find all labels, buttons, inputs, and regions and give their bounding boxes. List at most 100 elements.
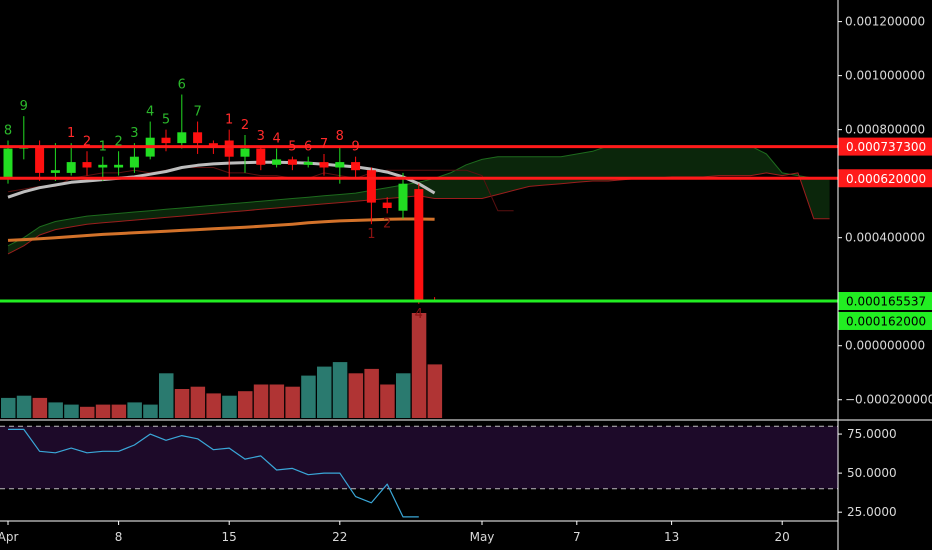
candle[interactable] (382, 197, 392, 214)
candle[interactable] (398, 172, 408, 219)
candle[interactable] (129, 143, 139, 173)
volume-bar (238, 391, 253, 418)
level-tag-label: 0.000162000 (846, 314, 926, 328)
td-count: 1 (225, 113, 233, 128)
td-count: 7 (193, 105, 201, 120)
candle-body (177, 132, 187, 144)
time-tick-label: 22 (332, 530, 347, 544)
candle[interactable] (351, 156, 361, 179)
horizontal-levels[interactable]: 0.000737300 0.000620000 0.000165537 0.00016… (0, 137, 932, 330)
volume-bar (317, 366, 332, 418)
candle-body (66, 162, 76, 173)
td-count: 7 (320, 137, 328, 152)
level-tag-label: 0.000620000 (846, 172, 926, 186)
level-tag-bg (838, 169, 932, 188)
time-tick-label: 15 (222, 530, 237, 544)
rsi-pane (0, 419, 932, 518)
volume-bar (95, 404, 111, 418)
td-count: 6 (178, 78, 186, 93)
candle[interactable] (414, 183, 424, 304)
candle-body (35, 145, 45, 173)
price-tick-label: 0.001200000 (845, 15, 925, 29)
price-tick-label: −0.000200000 (845, 393, 932, 407)
candle[interactable] (82, 151, 92, 176)
time-tick-label: Apr (0, 530, 18, 544)
candle[interactable] (319, 153, 329, 176)
candle[interactable] (272, 148, 282, 168)
candle[interactable] (66, 143, 76, 176)
candle-body (414, 189, 424, 300)
td-count: 2 (241, 118, 249, 133)
volume-bar (222, 395, 237, 418)
price-tick-label: 0.000400000 (845, 231, 925, 245)
candle-body (351, 162, 361, 171)
td-count: 4 (146, 105, 154, 120)
price-tick-label: 0.000800000 (845, 123, 925, 137)
td-count: 5 (162, 113, 170, 128)
td-count: 1 (99, 140, 107, 155)
volume-bar (269, 384, 285, 418)
time-tick-label: May (470, 530, 495, 544)
candle[interactable] (256, 145, 266, 171)
volume-bar (111, 404, 127, 418)
sma-line (7, 160, 436, 199)
td-count: 8 (4, 124, 12, 139)
td-count: 2 (383, 216, 391, 231)
time-tick-label: 13 (664, 530, 679, 544)
rsi-band (0, 426, 838, 489)
level-tag-label: 0.000165537 (846, 295, 926, 309)
volume-bar (48, 402, 63, 418)
candle-body (398, 183, 408, 211)
volume-bar (159, 373, 174, 418)
candle-body (98, 164, 108, 168)
rsi-tick-label: 25.0000 (847, 505, 897, 519)
td-count: 1 (367, 227, 375, 242)
price-tick-label: 0.000000000 (845, 339, 925, 353)
candle-body (287, 159, 297, 165)
candle-body (382, 202, 392, 208)
candle-body (272, 159, 282, 165)
candle-body (82, 162, 92, 168)
level-tag-bg (838, 137, 932, 156)
volume-bar (380, 384, 395, 418)
cloud-fill (8, 145, 830, 254)
td-count: 9 (20, 99, 28, 114)
volume-bar (80, 406, 95, 418)
candle[interactable] (240, 135, 250, 173)
volume-bar (206, 393, 221, 418)
candle[interactable] (50, 143, 60, 181)
td-count: 3 (130, 126, 138, 141)
volume-bar (253, 384, 269, 418)
volume-bar (64, 404, 79, 418)
candle-body (256, 148, 266, 165)
td-count: 6 (304, 140, 312, 155)
candle-body (224, 140, 234, 157)
candle-body (161, 137, 171, 144)
candle[interactable] (303, 156, 313, 168)
rsi-tick-label: 50.0000 (847, 466, 897, 480)
candle[interactable] (287, 156, 297, 171)
volume-bar (427, 364, 443, 418)
volume-bar (190, 386, 206, 418)
candle-body (114, 164, 124, 168)
candle-body (193, 132, 203, 144)
candle[interactable] (177, 94, 187, 149)
volume-bar (285, 386, 300, 418)
volume-bar (32, 397, 48, 418)
candle[interactable] (224, 129, 234, 179)
td-count: 4 (272, 132, 280, 147)
volume-bar (127, 402, 142, 418)
candle-body (319, 162, 329, 168)
volume-bar (16, 395, 32, 418)
price-tick-label: 0.001000000 (845, 69, 925, 83)
candle-body (303, 162, 313, 165)
candle-body (208, 143, 218, 146)
candles[interactable] (3, 94, 440, 304)
time-tick-label: 20 (775, 530, 790, 544)
candle[interactable] (114, 151, 124, 176)
volume-bar (301, 375, 316, 418)
candle[interactable] (193, 121, 203, 154)
moving-averages (7, 160, 436, 242)
